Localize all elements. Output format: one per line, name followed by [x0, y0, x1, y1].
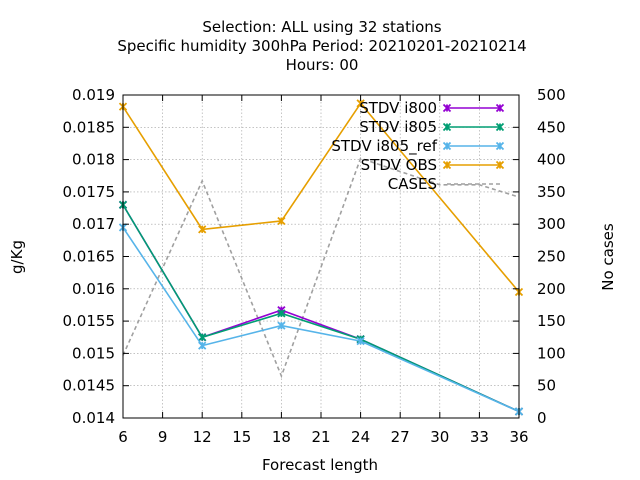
cases-line	[122, 157, 520, 379]
y2-tick-label: 50	[537, 377, 556, 395]
legend-entry: CASES	[388, 175, 500, 193]
x-tick-label: 18	[272, 428, 291, 446]
series-marker	[442, 141, 452, 151]
title-line-1: Selection: ALL using 32 stations	[202, 18, 441, 36]
series-marker	[442, 103, 452, 113]
x-tick-label: 36	[509, 428, 528, 446]
x-tick-label: 9	[158, 428, 168, 446]
legend-entry: STDV i805	[359, 118, 505, 136]
legend-entry: STDV i805_ref	[331, 137, 505, 156]
y2-tick-label: 250	[537, 248, 566, 266]
series-marker	[198, 333, 207, 342]
y-tick-label: 0.017	[72, 215, 115, 233]
series-marker	[356, 336, 365, 346]
y2-tick-label: 450	[537, 118, 566, 136]
series-marker	[495, 122, 505, 132]
y-axis-label: g/Kg	[8, 240, 26, 274]
x-axis-label: Forecast length	[262, 456, 378, 474]
y-tick-label: 0.0185	[63, 118, 116, 136]
y-tick-label: 0.015	[72, 344, 115, 362]
title: Selection: ALL using 32 stations Specifi…	[117, 18, 526, 74]
x-tick-label: 21	[311, 428, 330, 446]
x-tick-label: 30	[430, 428, 449, 446]
y2-tick-label: 200	[537, 280, 566, 298]
grid	[123, 95, 519, 418]
series-marker	[277, 216, 286, 226]
y-tick-label: 0.0145	[63, 377, 116, 395]
y-tick-labels: 0.014 0.0145 0.015 0.0155 0.016 0.0165 0.017 0.…	[63, 86, 116, 427]
x-tick-labels: 6 9 12 15 18 21 24 27 30 33 36	[118, 428, 528, 446]
y2-tick-label: 0	[537, 409, 547, 427]
legend-entry: STDV i800	[359, 99, 505, 117]
series-marker	[198, 341, 207, 350]
x-tick-label: 27	[391, 428, 410, 446]
x-tick-label: 6	[118, 428, 128, 446]
legend-label: STDV i805	[359, 118, 437, 136]
y2-tick-label: 150	[537, 312, 566, 330]
y2-tick-label: 100	[537, 344, 566, 362]
legend-label: STDV i800	[359, 99, 437, 117]
series-marker	[495, 160, 505, 170]
legend-label: STDV OBS	[361, 156, 437, 174]
series-marker	[495, 103, 505, 113]
y-tick-label: 0.014	[72, 409, 115, 427]
y-tick-label: 0.0155	[63, 312, 116, 330]
y-tick-label: 0.016	[72, 280, 115, 298]
y2-axis-label: No cases	[599, 223, 617, 291]
y-tick-label: 0.0175	[63, 183, 116, 201]
x-tick-label: 12	[193, 428, 212, 446]
series-marker	[442, 122, 452, 132]
series-marker	[495, 141, 505, 151]
x-tick-label: 15	[232, 428, 251, 446]
x-tick-label: 33	[470, 428, 489, 446]
legend-label: CASES	[388, 175, 437, 193]
series-marker	[356, 99, 365, 108]
series-marker	[277, 309, 286, 318]
axis-ticks	[122, 94, 520, 419]
cases-series	[122, 157, 520, 379]
series-marker	[198, 225, 207, 234]
series-marker	[442, 160, 452, 170]
y2-tick-label: 500	[537, 86, 566, 104]
y2-tick-label: 400	[537, 151, 566, 169]
y-tick-label: 0.018	[72, 151, 115, 169]
series-marker	[277, 321, 286, 330]
legend-entry: STDV OBS	[361, 156, 505, 174]
y2-tick-labels: 0 50 100 150 200 250 300 350 400 450 500	[537, 86, 566, 427]
y-tick-label: 0.0165	[63, 248, 116, 266]
title-line-2: Specific humidity 300hPa Period: 2021020…	[117, 37, 526, 55]
y2-tick-label: 300	[537, 215, 566, 233]
y2-tick-label: 350	[537, 183, 566, 201]
x-tick-label: 24	[351, 428, 370, 446]
legend-label: STDV i805_ref	[331, 137, 437, 156]
y-tick-label: 0.019	[72, 86, 115, 104]
title-line-3: Hours: 00	[286, 56, 359, 74]
